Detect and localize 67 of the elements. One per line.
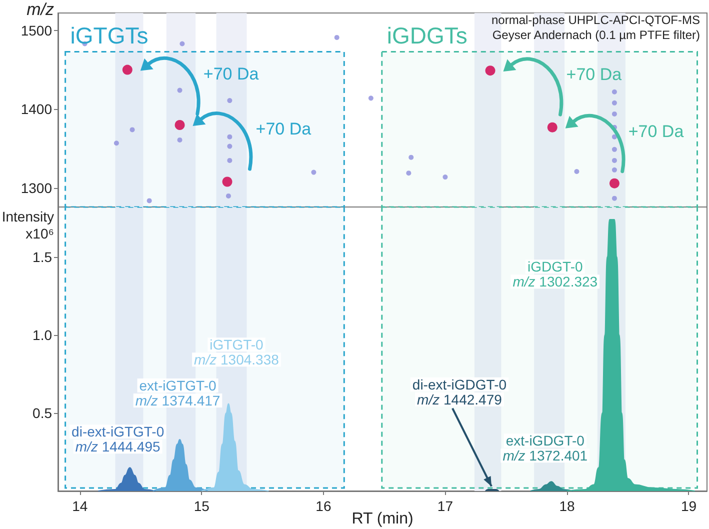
point [114, 140, 119, 146]
annotation: m/z 1372.401 [502, 448, 588, 464]
annotation: +70 Da [566, 65, 622, 84]
point [574, 169, 580, 174]
text: iGTGT-0 [210, 336, 264, 353]
point [485, 66, 496, 76]
point [612, 146, 617, 152]
annotation: m/z 1442.479 [417, 391, 502, 408]
point [180, 41, 185, 46]
y-tick-label: 1500 [20, 22, 52, 38]
series-label: iGDGT-0 [528, 258, 583, 275]
point [177, 137, 182, 142]
chart-title: normal-phase UHPLC-APCI-QTOF-MS [492, 13, 700, 27]
text: di-ext-iGDGT-0 [412, 376, 507, 392]
point [612, 167, 617, 172]
y-tick-label: 1300 [20, 180, 52, 196]
text: Geyser Andernach (0.1 µm PTFE filter) [492, 28, 700, 42]
annotation: m/z 1304.338 [194, 352, 280, 368]
point [174, 120, 185, 130]
x-axis-title: RT (min) [352, 510, 414, 528]
point [547, 122, 558, 132]
point [612, 134, 617, 140]
annotation: +70 Da [203, 64, 260, 84]
y-tick-label: 0.5 [32, 404, 52, 421]
point [311, 170, 316, 175]
x-tick-label: 19 [680, 498, 697, 514]
x-tick-label: 16 [316, 498, 332, 514]
annotation: +70 Da [628, 122, 684, 141]
band-label: iGDGTs [386, 22, 468, 48]
band-label: iGTGTs [70, 22, 148, 48]
annotation: +70 Da [256, 119, 312, 138]
annotation: m/z 1302.323 [512, 274, 598, 290]
text: ext-iGDGT-0 [506, 432, 585, 449]
text: di-ext-iGTGT-0 [72, 424, 164, 440]
point [612, 111, 617, 116]
point [612, 89, 617, 94]
point [226, 193, 231, 198]
y-axis-title: m/z [26, 0, 54, 19]
y-tick-label: 1.0 [32, 326, 52, 343]
point [406, 170, 412, 176]
point [612, 196, 617, 201]
x-tick-label: 15 [194, 498, 210, 514]
point [368, 96, 374, 101]
x-tick-label: 14 [72, 498, 88, 514]
point [408, 154, 414, 160]
x-tick-label: 17 [437, 498, 454, 514]
y-axis-title: Intensity x10⁶ [2, 208, 54, 242]
point [227, 98, 232, 104]
point [609, 178, 620, 188]
point [334, 34, 340, 40]
point [222, 176, 232, 187]
y-tick-label: 1.5 [32, 248, 52, 265]
point [227, 158, 232, 163]
point [612, 158, 617, 163]
text: ext-iGTGT-0 [139, 378, 216, 394]
point [122, 64, 132, 75]
point [146, 198, 152, 204]
point [177, 88, 182, 93]
point [612, 100, 617, 106]
point [130, 127, 135, 132]
y-tick-label: 1400 [20, 101, 52, 118]
x-tick-label: 18 [559, 498, 575, 514]
point [442, 174, 448, 180]
point [227, 134, 232, 140]
point [227, 144, 232, 149]
annotation: m/z 1444.495 [75, 438, 160, 455]
annotation: m/z 1374.417 [135, 392, 220, 409]
